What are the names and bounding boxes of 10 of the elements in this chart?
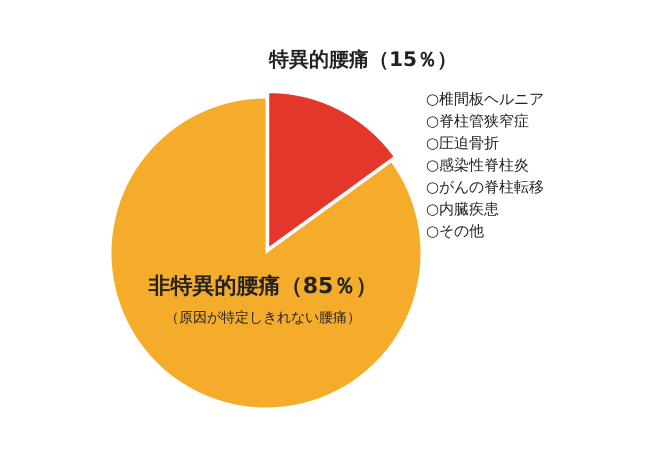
- slice-label: 特異的腰痛（15％）: [268, 47, 457, 71]
- text: ○脊柱管狭窄症: [426, 112, 530, 130]
- text: ○内臓疾患: [426, 200, 500, 218]
- text: ○その他: [426, 222, 484, 240]
- text: （原因が特定しきれない腰痛）: [165, 310, 361, 326]
- text: ○椎間板ヘルニア: [426, 90, 544, 108]
- slice-label: 非特異的腰痛（85％）: [148, 274, 378, 299]
- text: ○感染性脊柱炎: [426, 156, 530, 174]
- text: ○がんの脊柱転移: [426, 178, 544, 196]
- text: ○圧迫骨折: [426, 134, 500, 152]
